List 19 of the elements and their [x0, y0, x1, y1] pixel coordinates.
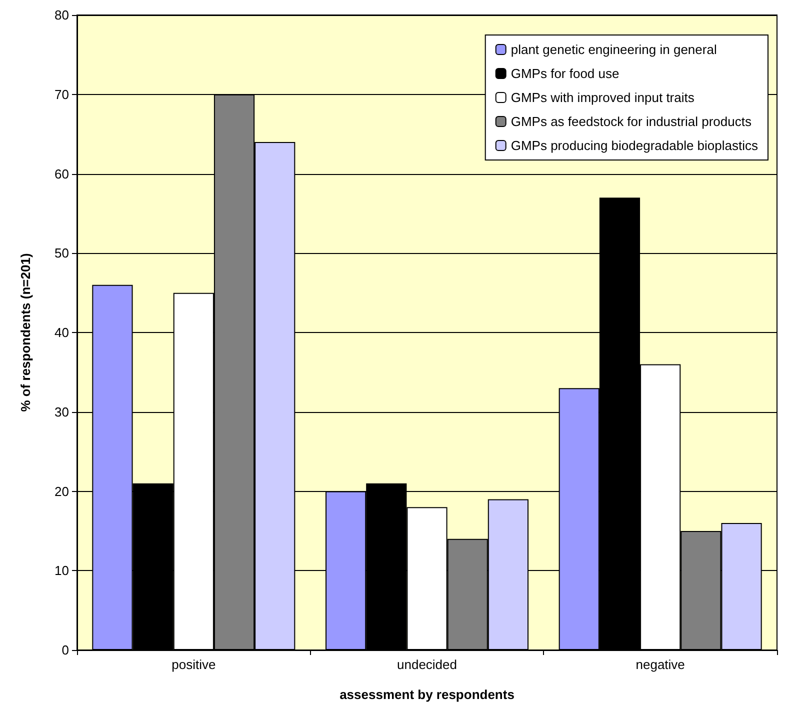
y-tick-label: 70 [54, 86, 69, 102]
x-tick-label: undecided [397, 657, 457, 672]
x-axis-title: assessment by respondents [340, 687, 514, 702]
y-tick-label: 0 [62, 642, 69, 658]
y-tick-label: 80 [54, 8, 69, 22]
y-axis-title: % of respondents (n=201) [18, 253, 33, 412]
x-tick-label: negative [636, 657, 685, 672]
y-tick-label: 50 [54, 246, 69, 261]
y-tick-label: 30 [54, 404, 69, 420]
legend-label: plant genetic engineering in general [510, 42, 717, 57]
y-tick-label: 10 [54, 563, 69, 578]
y-tick-label: 60 [54, 166, 69, 182]
legend-label: GMPs for food use [510, 66, 620, 81]
legend-label: GMPs as feedstock for industrial products [510, 114, 752, 129]
y-tick-label: 40 [54, 325, 69, 340]
y-tick-label: 20 [54, 484, 69, 499]
legend-label: GMPs with improved input traits [510, 90, 695, 105]
legend-label: GMPs producing biodegradable bioplastics [510, 138, 758, 153]
x-tick-label: positive [172, 657, 216, 672]
